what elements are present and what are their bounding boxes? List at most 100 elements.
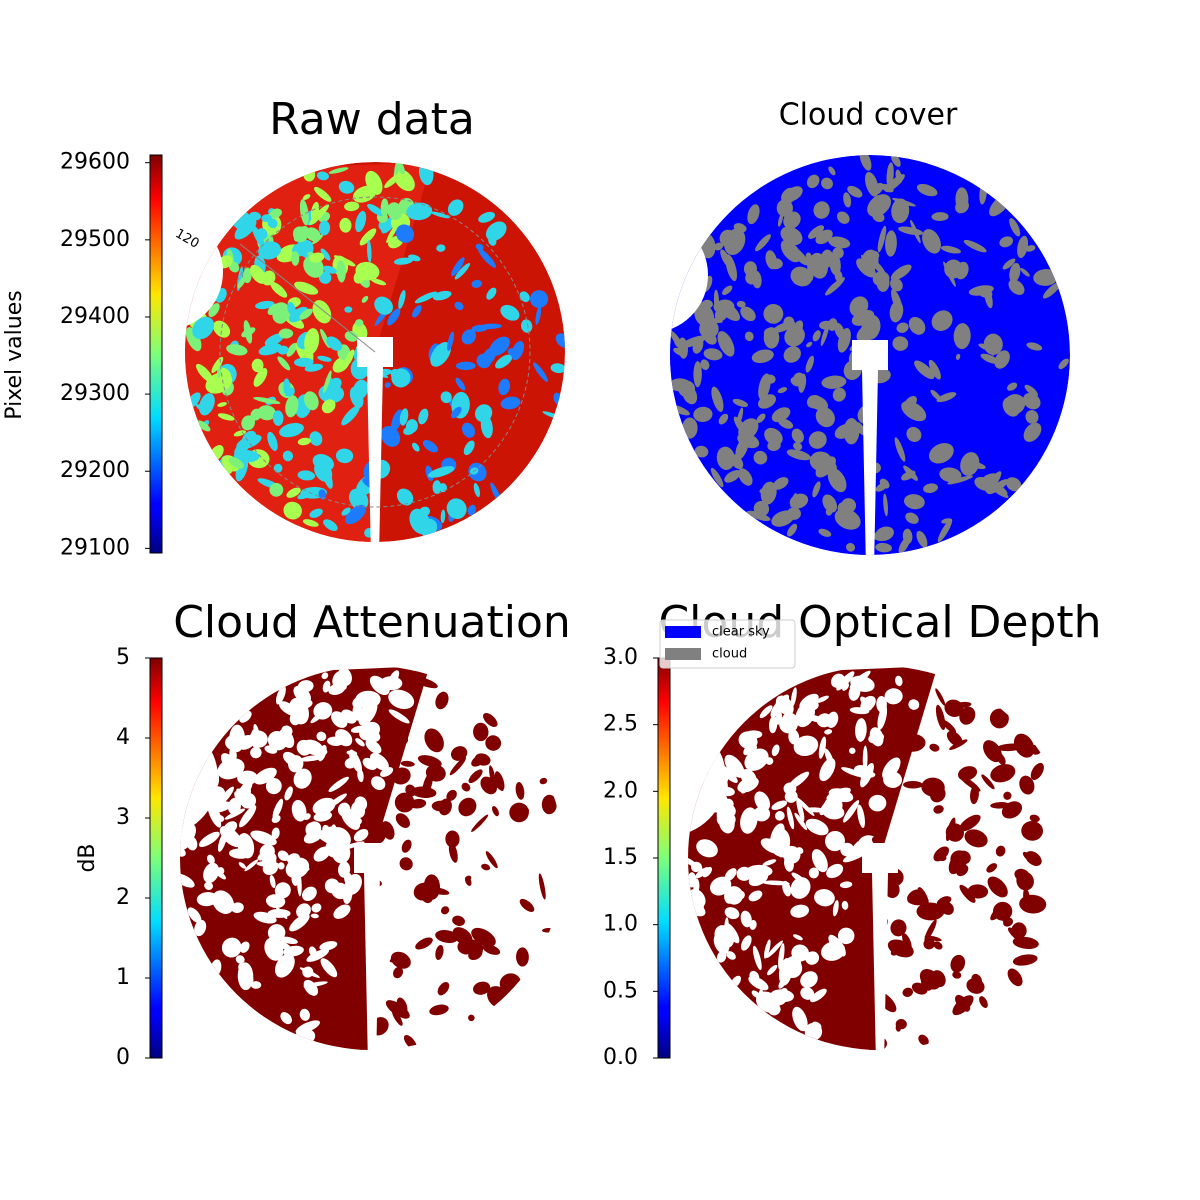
- blob: [778, 943, 785, 970]
- blob: [806, 341, 813, 348]
- blob: [735, 890, 745, 900]
- blob: [990, 902, 1007, 921]
- blob: [180, 847, 186, 857]
- blob: [996, 752, 1006, 766]
- colorbar-tick-label: 2.0: [603, 778, 638, 803]
- blob: [299, 308, 313, 320]
- blob: [267, 303, 280, 316]
- blob: [196, 892, 218, 907]
- blob: [369, 731, 381, 742]
- blob: [759, 705, 773, 719]
- blob: [223, 765, 233, 773]
- blob: [832, 900, 839, 917]
- blob: [738, 731, 758, 749]
- blob: [839, 881, 853, 889]
- sky-image: [185, 162, 565, 542]
- blob: [519, 291, 530, 303]
- blob: [461, 422, 475, 438]
- blob: [409, 508, 431, 535]
- blob: [832, 984, 850, 996]
- blob: [785, 959, 803, 979]
- blob: [331, 841, 351, 864]
- blob: [798, 373, 807, 393]
- blob: [931, 970, 946, 987]
- blob: [302, 194, 311, 200]
- blob: [1024, 384, 1038, 397]
- blob: [187, 907, 202, 923]
- blob: [716, 446, 735, 470]
- blob: [440, 391, 452, 404]
- blob: [724, 907, 740, 920]
- colorbar: [149, 154, 163, 554]
- blob: [911, 982, 928, 995]
- blob: [768, 1003, 781, 1016]
- blob: [771, 744, 780, 757]
- blob: [401, 839, 412, 853]
- blob: [390, 409, 403, 432]
- colorbar: [657, 657, 671, 1059]
- blob: [959, 706, 976, 725]
- blob: [409, 798, 427, 809]
- blob: [754, 791, 771, 812]
- blob: [345, 504, 367, 525]
- blob: [883, 493, 888, 517]
- blob: [250, 981, 262, 989]
- blob: [367, 818, 387, 844]
- blob: [217, 402, 227, 407]
- blob: [339, 217, 352, 233]
- blob: [283, 945, 304, 957]
- blob: [452, 915, 465, 926]
- blob: [890, 946, 903, 956]
- blob: [341, 507, 351, 516]
- blob: [274, 882, 291, 899]
- blob: [322, 265, 337, 274]
- sky-image: [180, 666, 564, 1050]
- blob: [752, 351, 773, 363]
- blob: [265, 894, 286, 909]
- blob: [249, 730, 268, 748]
- blob: [244, 859, 259, 872]
- blob: [195, 404, 207, 413]
- blob: [856, 258, 876, 278]
- blob: [289, 913, 310, 932]
- blob: [275, 685, 286, 705]
- blob: [297, 470, 316, 481]
- blob: [447, 331, 454, 352]
- blob: [485, 735, 502, 751]
- blob: [933, 805, 944, 814]
- blob: [1013, 733, 1035, 758]
- blob: [806, 174, 820, 189]
- blob: [775, 695, 794, 716]
- blob: [533, 362, 548, 382]
- blob: [272, 410, 284, 426]
- blob: [1002, 258, 1016, 270]
- blob: [261, 270, 276, 286]
- panel: Cloud Attenuation 0 1 2 3 4 5 dB: [75, 597, 571, 1070]
- colorbar-tick-label: 29300: [60, 381, 130, 406]
- blob: [451, 406, 462, 419]
- blob: [812, 330, 821, 342]
- blob: [285, 395, 299, 418]
- blob: [837, 927, 855, 945]
- blob: [465, 875, 472, 881]
- blob: [322, 464, 333, 489]
- blob: [481, 863, 491, 871]
- blob: [726, 925, 736, 937]
- blob: [1023, 887, 1031, 912]
- blob: [389, 954, 402, 963]
- blob: [701, 299, 713, 309]
- blob: [273, 463, 283, 473]
- blob: [221, 937, 242, 958]
- blob: [293, 357, 314, 367]
- blob: [895, 675, 903, 687]
- blob: [227, 797, 241, 815]
- colorbar-tick-label: 29400: [60, 304, 130, 329]
- blob: [282, 450, 294, 462]
- blob: [816, 695, 829, 703]
- blob: [471, 754, 487, 767]
- blob: [860, 695, 876, 712]
- blob: [780, 226, 803, 246]
- blob: [337, 802, 351, 817]
- blob: [335, 448, 354, 464]
- blob: [519, 898, 535, 912]
